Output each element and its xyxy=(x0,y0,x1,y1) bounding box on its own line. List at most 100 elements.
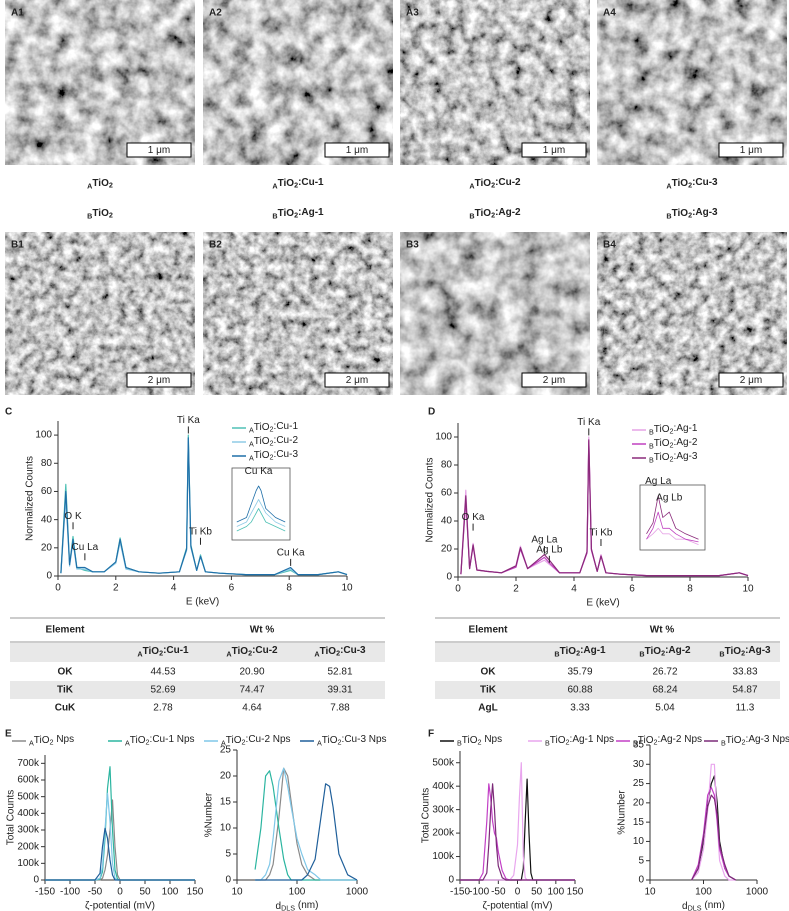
x-tick-label: 4 xyxy=(571,584,577,595)
legend-label: ATiO2:Cu-2 Nps xyxy=(221,734,291,748)
peak-annotation: O Ka xyxy=(462,512,485,523)
x-tick-label: 0 xyxy=(455,584,461,595)
y-tick-label: 500k xyxy=(432,757,455,768)
scale-bar xyxy=(521,372,587,388)
table-header: Element xyxy=(469,625,509,636)
x-tick-label: 150 xyxy=(187,887,204,898)
x-tick-label: 10 xyxy=(742,584,754,595)
scale-bar xyxy=(718,372,784,388)
series-line xyxy=(646,527,699,545)
series-line xyxy=(236,499,286,527)
image-caption: BTiO2:Ag-2 xyxy=(469,207,521,221)
x-tick-label: 10 xyxy=(231,887,243,898)
y-tick-label: 80 xyxy=(441,460,453,471)
x-tick-label: 150 xyxy=(567,887,584,898)
y-tick-label: 0 xyxy=(225,875,231,886)
row-header: CuK xyxy=(55,703,76,714)
peak-annotation: Cu Ka xyxy=(245,466,273,477)
image-label: A1 xyxy=(11,8,24,19)
sem-image xyxy=(5,0,195,165)
table-cell: 7.88 xyxy=(330,703,350,714)
inset-frame xyxy=(639,484,706,551)
y-tick-label: 700k xyxy=(17,758,40,769)
y-tick-label: 600k xyxy=(17,775,40,786)
scale-bar xyxy=(126,142,192,158)
table-header: Wt % xyxy=(250,625,275,636)
y-tick-label: 25 xyxy=(220,745,232,756)
legend-label: ATiO2:Cu-3 xyxy=(249,449,298,463)
scale-bar-label: 1 μm xyxy=(740,145,762,156)
series-line xyxy=(255,767,357,881)
legend-label: ATiO2:Cu-2 xyxy=(249,435,298,449)
y-tick-label: 80 xyxy=(41,458,53,469)
legend-label: BTiO2:Ag-2 Nps xyxy=(633,734,702,748)
image-caption: BTiO2 xyxy=(87,208,113,221)
x-tick-label: -100 xyxy=(469,887,489,898)
table-cell: 39.31 xyxy=(327,685,352,696)
peak-annotation: O K xyxy=(64,511,82,522)
panel-label: E xyxy=(5,729,12,740)
y-tick-label: 60 xyxy=(441,488,453,499)
x-tick-label: -50 xyxy=(88,887,103,898)
column-header: ATiO2:Cu-2 xyxy=(226,645,278,659)
y-tick-label: 15 xyxy=(220,797,232,808)
x-tick-label: 50 xyxy=(531,887,543,898)
image-label: B1 xyxy=(11,240,24,251)
x-tick-label: -150 xyxy=(35,887,55,898)
y-tick-label: 0 xyxy=(638,875,644,886)
y-tick-label: 0 xyxy=(448,875,454,886)
y-tick-label: 10 xyxy=(220,823,232,834)
y-tick-label: 25 xyxy=(633,778,645,789)
scale-bar-label: 2 μm xyxy=(148,375,170,386)
series-line xyxy=(255,783,358,881)
table-cell: 5.04 xyxy=(655,703,675,714)
table-header: Element xyxy=(46,625,86,636)
x-tick-label: 100 xyxy=(695,887,712,898)
scale-bar-label: 1 μm xyxy=(346,145,368,156)
peak-annotation: Ti Kb xyxy=(589,528,612,539)
legend-label: BTiO2:Ag-2 xyxy=(649,437,698,451)
peak-annotation: Cu Ka xyxy=(277,548,305,559)
table-cell: 20.90 xyxy=(239,667,264,678)
x-tick-label: -100 xyxy=(60,887,80,898)
x-tick-label: 0 xyxy=(117,887,123,898)
y-tick-label: 20 xyxy=(220,771,232,782)
peak-annotation: Ag La xyxy=(645,476,672,487)
scale-bar-label: 1 μm xyxy=(148,145,170,156)
x-tick-label: 2 xyxy=(513,584,519,595)
y-tick-label: 20 xyxy=(41,542,53,553)
y-tick-label: 60 xyxy=(41,486,53,497)
series-line xyxy=(236,508,286,532)
y-tick-label: 40 xyxy=(41,514,53,525)
image-caption: ATiO2 xyxy=(87,178,113,191)
table-cell: 60.88 xyxy=(567,685,592,696)
legend-label: BTiO2:Ag-1 xyxy=(649,423,698,437)
x-axis-label: E (keV) xyxy=(586,598,619,609)
table-cell: 4.64 xyxy=(242,703,262,714)
peak-annotation: Ag La xyxy=(531,535,558,546)
scale-bar xyxy=(521,142,587,158)
sem-image xyxy=(597,0,787,165)
legend-label: BTiO2:Ag-3 xyxy=(649,451,698,465)
series-line xyxy=(646,511,699,543)
y-tick-label: 40 xyxy=(441,516,453,527)
table-cell: 54.87 xyxy=(732,685,757,696)
series-line xyxy=(236,485,286,523)
y-axis-label: Total Counts xyxy=(6,790,17,846)
scale-bar-label: 2 μm xyxy=(346,375,368,386)
scale-bar-label: 2 μm xyxy=(543,375,565,386)
sem-image xyxy=(597,232,787,395)
y-axis-label: %Number xyxy=(617,790,628,835)
x-tick-label: 10 xyxy=(341,583,353,594)
y-tick-label: 5 xyxy=(225,849,231,860)
x-tick-label: 2 xyxy=(113,583,119,594)
peak-annotation: Cu La xyxy=(72,542,99,553)
x-axis-label: E (keV) xyxy=(186,597,219,608)
x-tick-label: -50 xyxy=(491,887,506,898)
x-tick-label: -150 xyxy=(450,887,470,898)
row-shade xyxy=(435,643,780,662)
table-cell: 74.47 xyxy=(239,685,264,696)
y-tick-label: 0 xyxy=(33,875,39,886)
table-cell: 44.53 xyxy=(150,667,175,678)
